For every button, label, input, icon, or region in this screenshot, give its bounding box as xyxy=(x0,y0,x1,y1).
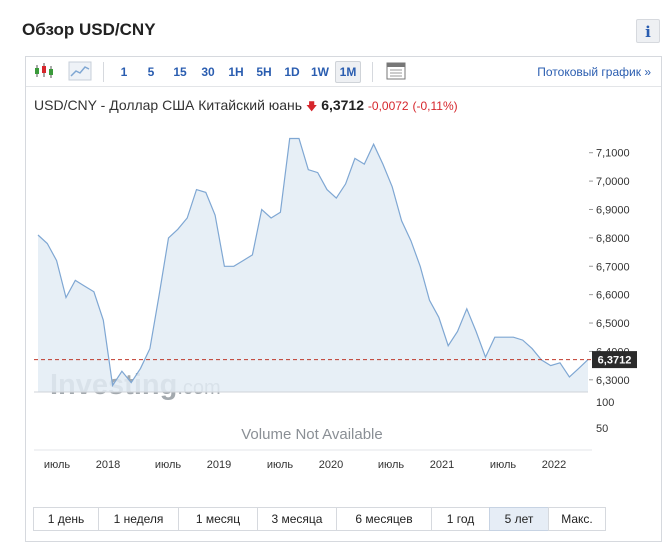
x-tick-label: 2022 xyxy=(542,459,566,471)
range-3-months[interactable]: 3 месяца xyxy=(257,507,337,531)
timeframe-15[interactable]: 15 xyxy=(173,65,187,79)
timeframe-1w[interactable]: 1W xyxy=(311,65,329,79)
quote-line: USD/CNY - Доллар США Китайский юань 🡇 6,… xyxy=(34,97,458,117)
instrument-name: USD/CNY - Доллар США Китайский юань xyxy=(34,97,303,113)
x-tick-label: 2019 xyxy=(207,459,231,471)
calendar-icon[interactable] xyxy=(384,60,408,82)
timeframe-30[interactable]: 30 xyxy=(201,65,215,79)
range-1-day[interactable]: 1 день xyxy=(33,507,99,531)
chart-toolbar: 1 5 15 30 1H 5H 1D 1W 1M Потоковый графи… xyxy=(26,57,661,87)
area-chart-icon[interactable] xyxy=(68,60,92,82)
timeframe-1[interactable]: 1 xyxy=(120,65,128,79)
last-price: 6,3712 xyxy=(321,97,365,113)
price-change-percent: (-0,11%) xyxy=(412,99,458,113)
timeframe-1m[interactable]: 1M xyxy=(335,61,361,83)
y-tick-label: 6,9000 xyxy=(596,204,630,216)
x-tick-label: 2020 xyxy=(319,459,343,471)
y-tick-label: 6,6000 xyxy=(596,290,630,302)
x-tick-label: июль xyxy=(267,459,294,471)
range-1-week[interactable]: 1 неделя xyxy=(98,507,179,531)
price-area xyxy=(38,138,588,392)
timeframe-5h[interactable]: 5H xyxy=(256,65,272,79)
time-axis: июль 2018 июль 2019 июль 2020 июль 2021 июль 2022 xyxy=(44,459,566,471)
volume-tick-label: 50 xyxy=(596,423,608,435)
down-arrow-icon: 🡇 xyxy=(305,101,318,113)
last-price-tag-box xyxy=(592,351,637,369)
range-1-year[interactable]: 1 год xyxy=(431,507,490,531)
toolbar-divider xyxy=(372,62,373,82)
price-line xyxy=(37,137,589,388)
y-tick-label: 6,3000 xyxy=(596,375,630,387)
toolbar-divider xyxy=(103,62,104,82)
x-tick-label: июль xyxy=(155,459,182,471)
range-max[interactable]: Макс. xyxy=(548,507,606,531)
range-selector: 1 день 1 неделя 1 месяц 3 месяца 6 месяц… xyxy=(33,507,606,531)
y-tick-label: 6,8000 xyxy=(596,233,630,245)
x-tick-label: 2021 xyxy=(430,459,454,471)
x-tick-label: июль xyxy=(490,459,517,471)
streaming-chart-link[interactable]: Потоковый график » xyxy=(537,65,651,79)
y-tick-label: 6,5000 xyxy=(596,318,630,330)
last-price-tag-label: 6,3712 xyxy=(598,355,632,367)
y-tick-label: 6,7000 xyxy=(596,261,630,273)
timeframe-1d[interactable]: 1D xyxy=(284,65,300,79)
chart-panel xyxy=(25,56,662,542)
volume-axis: 100 50 xyxy=(596,397,614,435)
candlestick-icon[interactable] xyxy=(32,60,56,82)
range-6-months[interactable]: 6 месяцев xyxy=(336,507,432,531)
page-title: Обзор USD/CNY xyxy=(22,20,156,39)
x-tick-label: июль xyxy=(378,459,405,471)
y-tick-label: 7,1000 xyxy=(596,148,630,160)
volume-not-available: Volume Not Available xyxy=(241,426,382,443)
y-tick-label: 7,0000 xyxy=(596,176,630,188)
price-axis: 7,1000 7,0000 6,9000 6,8000 6,7000 6,6000 6,50… xyxy=(589,148,630,387)
price-change: -0,0072 xyxy=(367,99,409,113)
x-tick-label: июль xyxy=(44,459,71,471)
info-icon[interactable]: i xyxy=(636,19,660,43)
last-price-tag: 6,3712 xyxy=(592,351,637,369)
volume-tick-label: 100 xyxy=(596,397,614,409)
range-5-years[interactable]: 5 лет xyxy=(489,507,549,531)
timeframe-1h[interactable]: 1H xyxy=(228,65,244,79)
range-1-month[interactable]: 1 месяц xyxy=(178,507,258,531)
timeframe-5[interactable]: 5 xyxy=(147,65,155,79)
x-tick-label: 2018 xyxy=(96,459,120,471)
